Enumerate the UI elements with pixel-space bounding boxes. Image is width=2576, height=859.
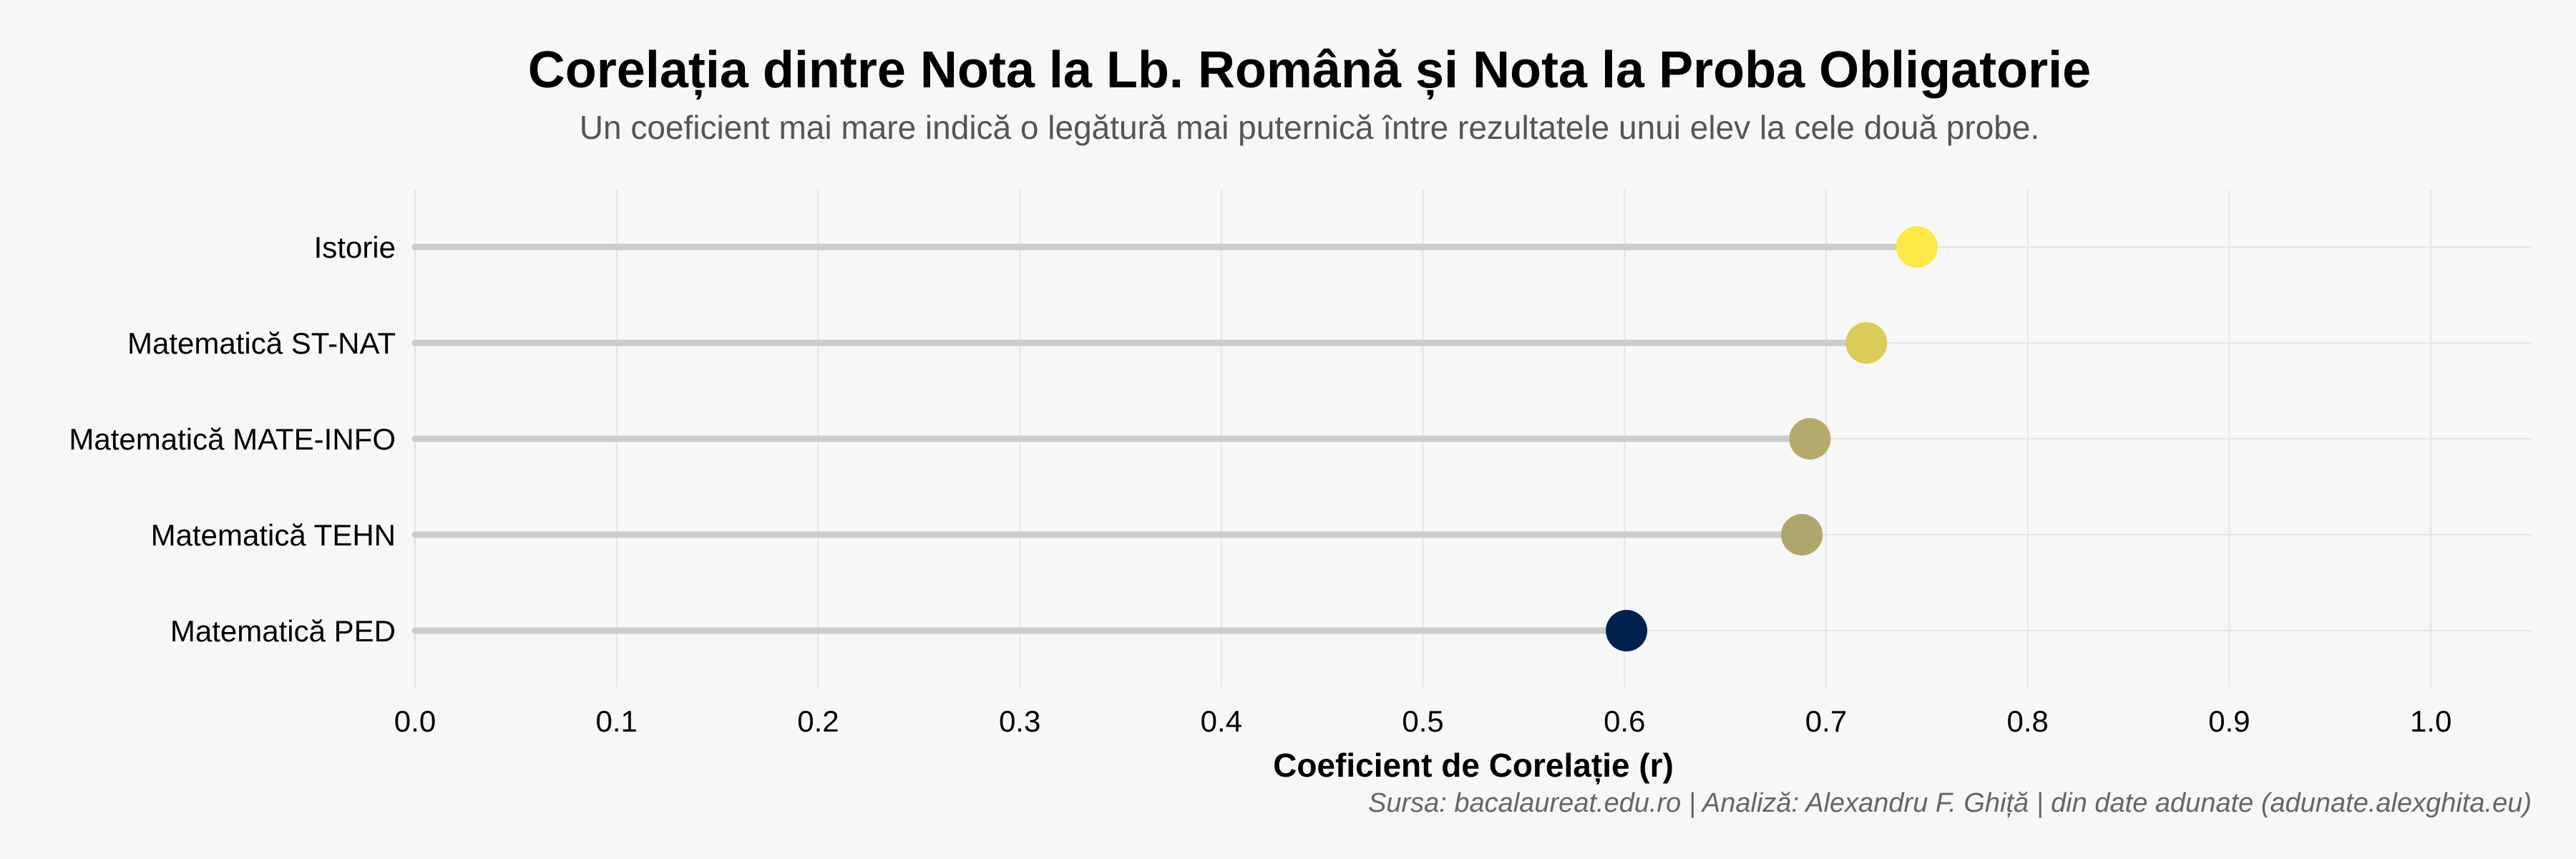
x-tick-labels: 0.0 0.1 0.2 0.3 0.4 0.5 0.6 0.7 0.8 0.9 1.0 xyxy=(394,704,2452,738)
x-tick-label: 0.5 xyxy=(1402,704,1443,738)
x-tick-label: 0.8 xyxy=(2007,704,2049,738)
category-labels: Istorie Matematică ST-NAT Matematică MATE-… xyxy=(69,230,396,648)
category-label: Matematică MATE-INFO xyxy=(69,422,396,456)
x-tick-label: 0.2 xyxy=(797,704,839,738)
dot-point xyxy=(1781,514,1823,555)
dot-point xyxy=(1845,322,1888,364)
x-tick-label: 0.3 xyxy=(999,704,1040,738)
x-tick-label: 0.4 xyxy=(1201,704,1242,738)
x-tick-label: 0.1 xyxy=(596,704,638,738)
x-tick-label: 0.9 xyxy=(2208,704,2250,738)
source-caption: Sursa: bacalaureat.edu.ro | Analiză: Ale… xyxy=(1368,788,2532,818)
category-label: Istorie xyxy=(314,230,396,264)
category-label: Matematică TEHN xyxy=(151,518,396,552)
category-label: Matematică PED xyxy=(170,614,396,648)
dot-point xyxy=(1789,418,1831,460)
x-axis-label: Coeficient de Corelație (r) xyxy=(1273,747,1674,785)
category-label: Matematică ST-NAT xyxy=(127,326,396,360)
chart-title: Corelația dintre Nota la Lb. Română și N… xyxy=(528,42,2091,100)
x-tick-label: 0.6 xyxy=(1604,704,1645,738)
dots xyxy=(1606,226,1938,651)
dot-point xyxy=(1896,226,1938,268)
stems xyxy=(411,243,1921,634)
chart-subtitle: Un coeficient mai mare indică o legătură… xyxy=(580,109,2040,146)
x-tick-label: 0.0 xyxy=(394,704,436,738)
dot-point xyxy=(1606,610,1648,651)
x-tick-label: 1.0 xyxy=(2410,704,2451,738)
x-tick-label: 0.7 xyxy=(1805,704,1847,738)
